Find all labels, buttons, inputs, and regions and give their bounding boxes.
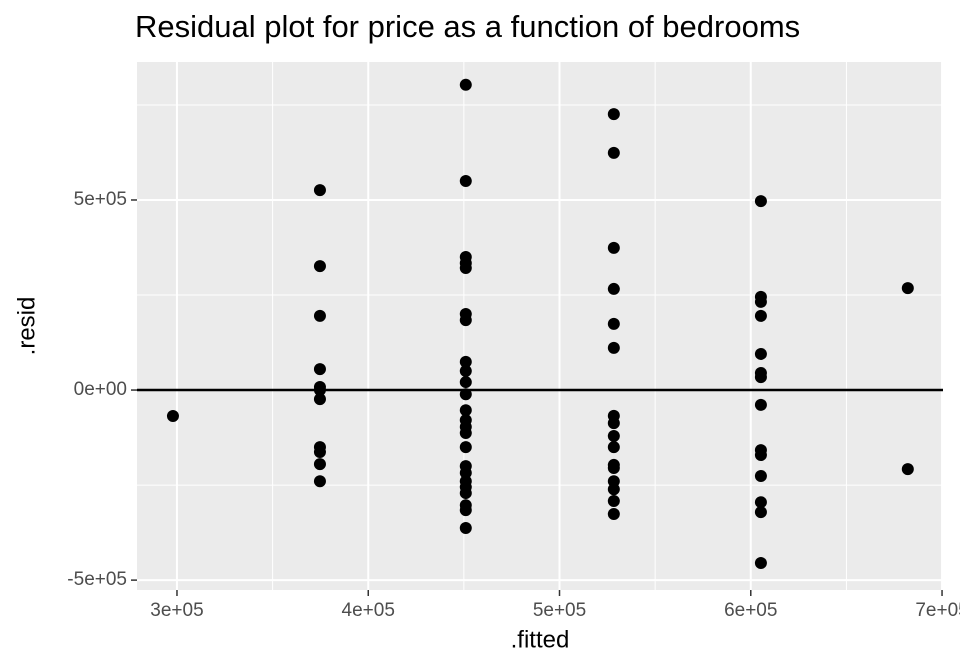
point xyxy=(313,384,326,397)
point xyxy=(607,241,620,254)
point xyxy=(754,449,767,462)
point xyxy=(901,282,914,295)
chart-title: Residual plot for price as a function of… xyxy=(135,9,800,44)
point xyxy=(166,410,179,423)
y-tick-label: 5e+05 xyxy=(74,189,127,210)
point xyxy=(313,309,326,322)
x-tick-label: 5e+05 xyxy=(533,600,586,621)
y-axis-label: .resid xyxy=(13,297,40,356)
y-tick-label: 0e+00 xyxy=(74,379,127,400)
point xyxy=(459,404,472,417)
point xyxy=(754,195,767,208)
point xyxy=(607,282,620,295)
point xyxy=(313,260,326,273)
point xyxy=(313,363,326,376)
point xyxy=(313,475,326,488)
point xyxy=(754,469,767,482)
x-axis-label: .fitted xyxy=(511,626,570,653)
point xyxy=(754,309,767,322)
point xyxy=(607,108,620,121)
point xyxy=(754,506,767,519)
y-tick-label: -5e+05 xyxy=(67,569,127,590)
point xyxy=(459,487,472,500)
point xyxy=(459,376,472,389)
point xyxy=(607,441,620,454)
point xyxy=(754,371,767,384)
point xyxy=(313,446,326,459)
point xyxy=(459,262,472,275)
point xyxy=(901,463,914,476)
point xyxy=(459,78,472,91)
point xyxy=(313,393,326,406)
point xyxy=(754,496,767,509)
point xyxy=(607,507,620,520)
point xyxy=(754,557,767,570)
point xyxy=(607,341,620,354)
point xyxy=(754,295,767,308)
x-tick-label: 3e+05 xyxy=(150,600,203,621)
point xyxy=(607,317,620,330)
point xyxy=(607,417,620,430)
panel xyxy=(137,62,943,590)
x-tick-label: 4e+05 xyxy=(342,600,395,621)
point xyxy=(459,174,472,187)
point xyxy=(754,398,767,411)
point xyxy=(607,461,620,474)
point xyxy=(459,355,472,368)
point xyxy=(607,483,620,496)
point xyxy=(754,347,767,360)
x-tick-label: 6e+05 xyxy=(724,600,777,621)
point xyxy=(607,430,620,443)
point xyxy=(459,365,472,378)
point xyxy=(459,314,472,327)
point xyxy=(459,427,472,440)
point xyxy=(459,441,472,454)
x-tick-label: 7e+05 xyxy=(915,600,960,621)
point xyxy=(459,466,472,479)
point xyxy=(313,184,326,197)
point xyxy=(459,522,472,535)
point xyxy=(607,495,620,508)
point xyxy=(607,146,620,159)
point xyxy=(459,388,472,401)
point xyxy=(459,504,472,517)
point xyxy=(313,458,326,471)
